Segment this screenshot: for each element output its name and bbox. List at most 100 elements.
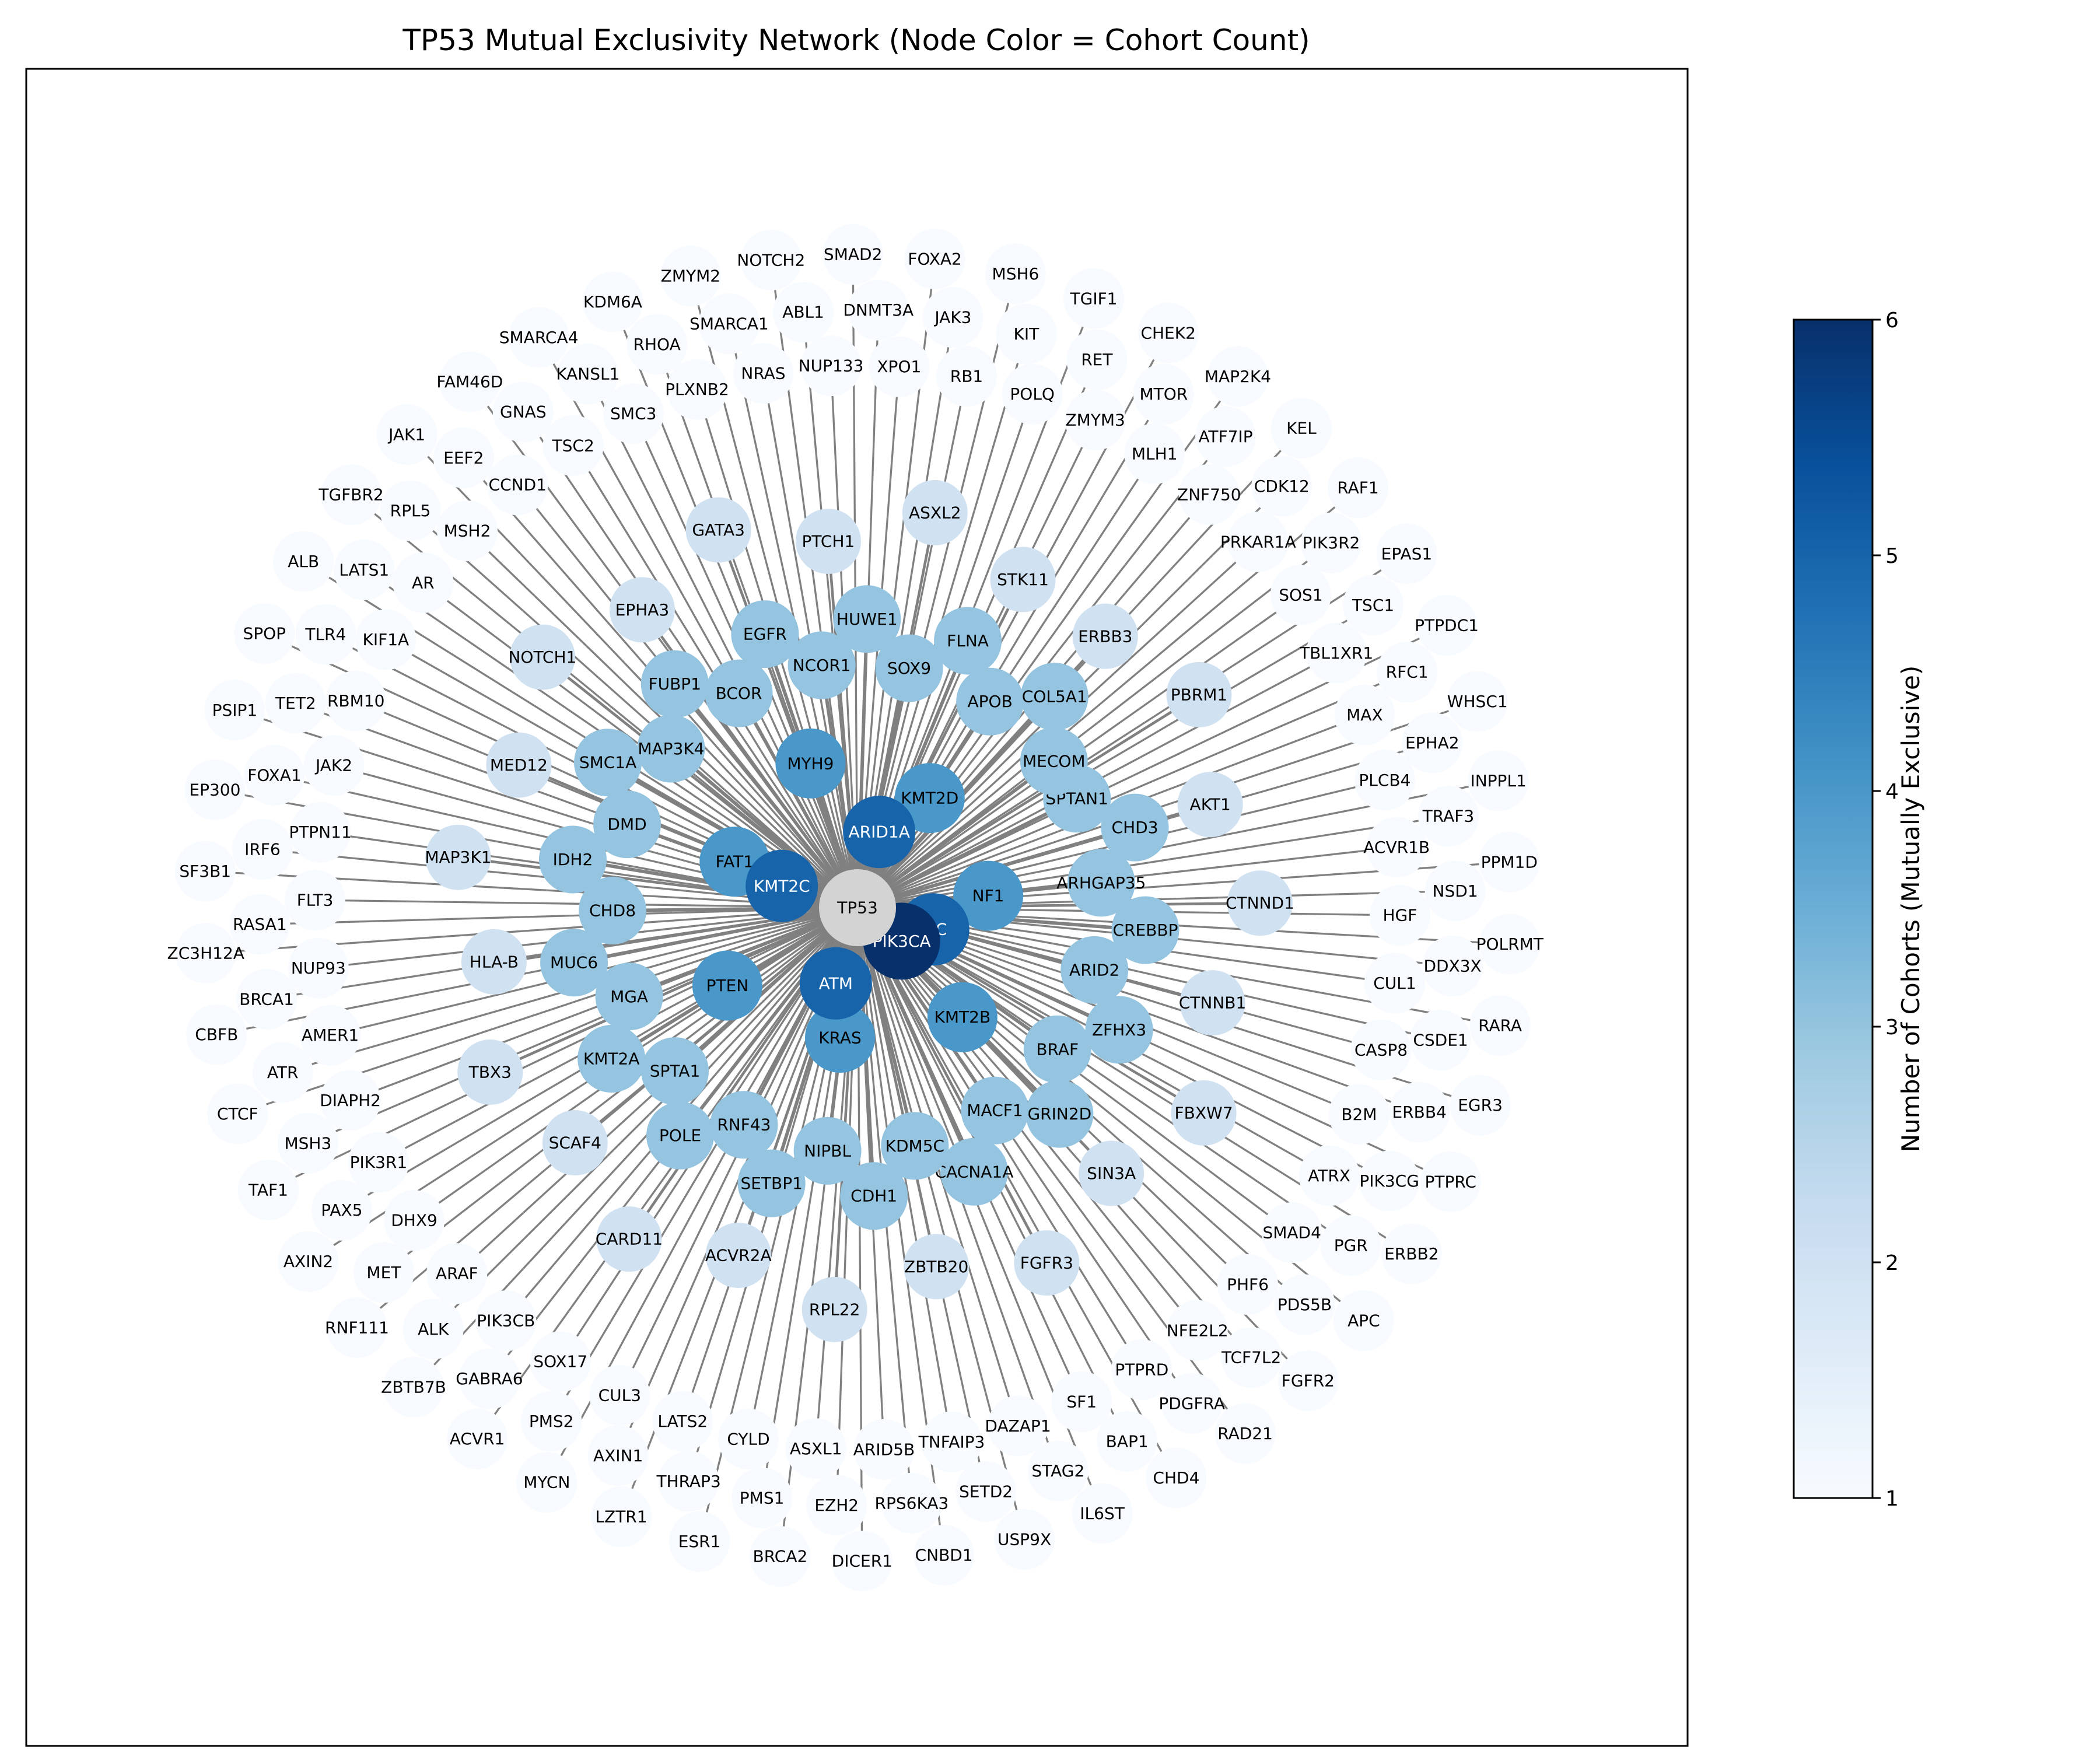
gene-node: GABRA6 [456, 1348, 523, 1409]
network-edge [856, 797, 1078, 909]
gene-node: MED12 [486, 732, 552, 798]
gene-node-circle [578, 1024, 646, 1093]
gene-node: RHOA [626, 314, 688, 375]
gene-node: NOTCH1 [508, 624, 576, 690]
gene-node: EP300 [184, 759, 246, 820]
gene-node-circle [402, 1298, 464, 1360]
gene-node: WHSC1 [1447, 671, 1508, 732]
gene-node-circle [1027, 1440, 1088, 1502]
gene-node-circle [186, 1004, 247, 1065]
colorbar-tick-label: 5 [1885, 544, 1899, 568]
gene-node-label: DICER1 [832, 1551, 892, 1570]
gene-node-circle [433, 427, 494, 488]
gene-node-label: SMC3 [610, 404, 656, 424]
gene-node: FUBP1 [640, 650, 709, 718]
gene-node-circle [934, 607, 1002, 675]
center-node-circle [819, 869, 896, 946]
network-edge [628, 906, 859, 999]
gene-node-circle [1369, 884, 1430, 946]
gene-node: SOX9 [875, 634, 943, 702]
gene-node-circle [1376, 523, 1437, 584]
gene-node-circle [1066, 329, 1128, 390]
gene-node-circle [311, 1180, 372, 1241]
gene-node-label: MAX [1346, 705, 1383, 724]
gene-node-label: NCOR1 [793, 656, 851, 675]
gene-node-label: LZTR1 [595, 1507, 647, 1527]
gene-node-circle [1178, 464, 1240, 525]
gene-node-label: ACVR2A [705, 1245, 772, 1265]
gene-node: AXIN1 [587, 1425, 649, 1486]
gene-node: HGF [1369, 884, 1430, 946]
network-edge [587, 373, 859, 908]
gene-node: PMS1 [732, 1467, 793, 1528]
gene-node-circle [521, 1391, 582, 1452]
gene-node-circle [1420, 1151, 1481, 1212]
gene-node-circle [1195, 406, 1256, 467]
gene-node-circle [921, 1411, 982, 1472]
gene-node: CASP8 [1350, 1019, 1412, 1080]
gene-node-label: XPO1 [877, 357, 921, 376]
gene-node: POLE [646, 1101, 715, 1170]
gene-node-label: HLA-B [470, 952, 519, 971]
gene-node-circle [881, 1472, 942, 1534]
gene-node-circle [1124, 423, 1185, 484]
gene-node-circle [637, 715, 705, 783]
gene-node-label: CACNA1A [935, 1162, 1014, 1181]
gene-node: SF3B1 [174, 841, 236, 902]
gene-node-label: GATA3 [692, 520, 745, 540]
gene-node-label: PRKAR1A [1220, 532, 1296, 551]
gene-node-label: PLCB4 [1359, 771, 1410, 790]
gene-node-circle [439, 351, 501, 412]
gene-node: FBXW7 [1171, 1080, 1237, 1146]
gene-node: TRAF3 [1418, 786, 1479, 847]
colorbar-tick-label: 2 [1885, 1251, 1899, 1275]
gene-node-circle [237, 1159, 299, 1220]
gene-node: EZH2 [806, 1475, 867, 1536]
gene-node-circle [626, 314, 688, 375]
gene-node-circle [285, 870, 346, 931]
gene-node-label: TBX3 [468, 1062, 512, 1082]
gene-node-circle [486, 732, 552, 798]
gene-node-circle [1479, 914, 1541, 975]
gene-node: MACF1 [961, 1076, 1029, 1144]
gene-node-circle [1410, 1010, 1471, 1071]
gene-node: JAK2 [303, 735, 365, 796]
gene-node-circle [1278, 1350, 1339, 1412]
gene-node-circle [658, 1451, 719, 1512]
gene-node-label: FLT3 [297, 891, 334, 910]
gene-node-circle [822, 224, 884, 285]
gene-node: FGFR2 [1278, 1350, 1339, 1412]
gene-node-circle [1063, 268, 1125, 329]
gene-node-label: MTOR [1139, 384, 1188, 404]
gene-node-label: INPPL1 [1470, 771, 1526, 790]
gene-node: RPS6KA3 [875, 1472, 949, 1534]
gene-node-label: TNFAIP3 [918, 1432, 985, 1451]
gene-node-label: RAF1 [1337, 478, 1378, 498]
gene-node: RNF43 [710, 1091, 778, 1159]
gene-node-label: BAP1 [1106, 1432, 1149, 1451]
gene-node-label: RASA1 [233, 915, 287, 934]
gene-node: PTCH1 [795, 508, 861, 574]
gene-node-label: WHSC1 [1447, 692, 1508, 711]
gene-node: SETBP1 [737, 1149, 806, 1217]
gene-node: JAK1 [376, 404, 438, 465]
gene-node: BCOR [705, 659, 773, 727]
gene-node: MGA [595, 963, 663, 1031]
gene-node-label: PIK3R2 [1303, 533, 1360, 552]
gene-node-label: SCAF4 [549, 1133, 601, 1153]
gene-node: MET [353, 1242, 414, 1303]
gene-node-circle [1166, 662, 1232, 727]
gene-node: KANSL1 [556, 344, 620, 405]
gene-node-label: KMT2D [901, 789, 958, 808]
gene-node-label: NUP93 [291, 958, 346, 978]
gene-node: ERBB3 [1072, 603, 1138, 669]
gene-node: RB1 [936, 345, 997, 407]
gene-node-label: APC [1348, 1311, 1380, 1330]
gene-node-circle [1274, 1274, 1335, 1335]
gene-node-label: CDK12 [1254, 477, 1310, 496]
gene-node-circle [273, 531, 334, 592]
gene-node: EGR3 [1450, 1074, 1511, 1136]
colorbar-tick-label: 4 [1885, 780, 1899, 804]
gene-node: TCF7L2 [1221, 1327, 1282, 1388]
gene-node-label: PIK3CB [477, 1311, 535, 1331]
